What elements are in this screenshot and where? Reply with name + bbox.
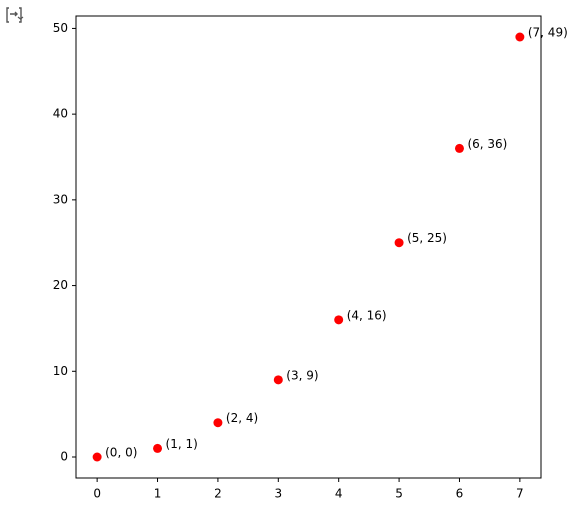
y-tick-label: 40: [53, 107, 68, 121]
x-tick-label: 7: [516, 487, 524, 501]
point: [92, 452, 102, 462]
point: [515, 32, 525, 42]
point: [334, 315, 344, 325]
point-label: (4, 16): [347, 308, 387, 322]
x-tick-label: 3: [274, 487, 282, 501]
point-label: (2, 4): [226, 411, 258, 425]
y-tick-label: 30: [53, 192, 68, 206]
point-label: (1, 1): [166, 437, 198, 451]
x-tick-label: 5: [395, 487, 403, 501]
output-toggle-icon[interactable]: [6, 7, 24, 23]
point: [394, 238, 404, 248]
plot-frame: [75, 15, 542, 479]
x-tick-label: 4: [335, 487, 343, 501]
y-tick-label: 0: [60, 450, 68, 464]
x-tick-label: 2: [214, 487, 222, 501]
point: [153, 443, 163, 453]
point: [213, 418, 223, 428]
x-tick-label: 6: [456, 487, 464, 501]
point-label: (6, 36): [467, 137, 507, 151]
point-label: (5, 25): [407, 231, 447, 245]
y-tick-label: 20: [53, 278, 68, 292]
point: [454, 143, 464, 153]
point: [273, 375, 283, 385]
point-label: (7, 49): [528, 26, 568, 40]
y-tick-label: 50: [53, 21, 68, 35]
point-label: (3, 9): [286, 368, 318, 382]
x-tick-label: 0: [93, 487, 101, 501]
y-tick-label: 10: [53, 364, 68, 378]
x-tick-label: 1: [154, 487, 162, 501]
point-label: (0, 0): [105, 446, 137, 460]
